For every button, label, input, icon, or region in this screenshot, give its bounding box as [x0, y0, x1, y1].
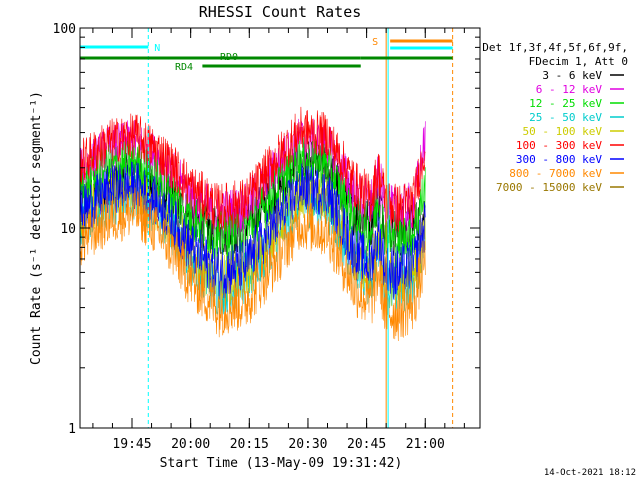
legend-header: FDecim 1, Att 0	[529, 55, 628, 68]
footer-timestamp: 14-Oct-2021 18:12	[544, 468, 636, 478]
series-line-800-7000kev	[80, 187, 426, 342]
legend-entry-label: 100 - 300 keV	[516, 139, 602, 152]
attenuator-label: N	[154, 43, 160, 54]
x-tick-label: 20:00	[171, 437, 210, 452]
legend-entry-label: 800 - 7000 keV	[509, 167, 602, 180]
legend-entry-label: 12 - 25 keV	[529, 97, 602, 110]
legend: Det 1f,3f,4f,5f,6f,9f,FDecim 1, Att 03 -…	[482, 41, 628, 194]
legend-entry-label: 50 - 100 keV	[523, 125, 603, 138]
x-tick-label: 19:45	[112, 437, 151, 452]
x-tick-label: 20:30	[288, 437, 327, 452]
legend-entry-label: 6 - 12 keV	[536, 83, 603, 96]
x-tick-label: 20:15	[230, 437, 269, 452]
rate-decimation-label: RD4	[175, 62, 193, 73]
y-tick-label: 100	[53, 22, 76, 37]
legend-entry-label: 3 - 6 keV	[542, 69, 602, 82]
legend-entry-label: 25 - 50 keV	[529, 111, 602, 124]
rate-decimation-label: RD0	[220, 52, 238, 63]
legend-entry-label: 300 - 800 keV	[516, 153, 602, 166]
chart-title: RHESSI Count Rates	[199, 3, 362, 21]
x-axis-label: Start Time (13-May-09 19:31:42)	[160, 456, 403, 471]
x-tick-label: 21:00	[406, 437, 445, 452]
x-tick-label: 20:45	[347, 437, 386, 452]
y-tick-label: 10	[60, 222, 76, 237]
legend-entry-label: 7000 - 15000 keV	[496, 181, 602, 194]
axis-layer: 19:45 20:00 20:15 20:30 20:45 21:00 1 10 100	[53, 22, 480, 452]
series-line-12-25kev	[80, 136, 426, 268]
attenuator-label: S	[372, 37, 378, 48]
y-tick-label: 1	[68, 422, 76, 437]
series-line-100-300kev	[80, 106, 426, 233]
y-axis-label: Count Rate (s⁻¹ detector segment⁻¹)	[29, 91, 44, 365]
series-layer	[80, 106, 426, 342]
series-line-3-6kev	[80, 141, 426, 258]
legend-header: Det 1f,3f,4f,5f,6f,9f,	[482, 41, 628, 54]
